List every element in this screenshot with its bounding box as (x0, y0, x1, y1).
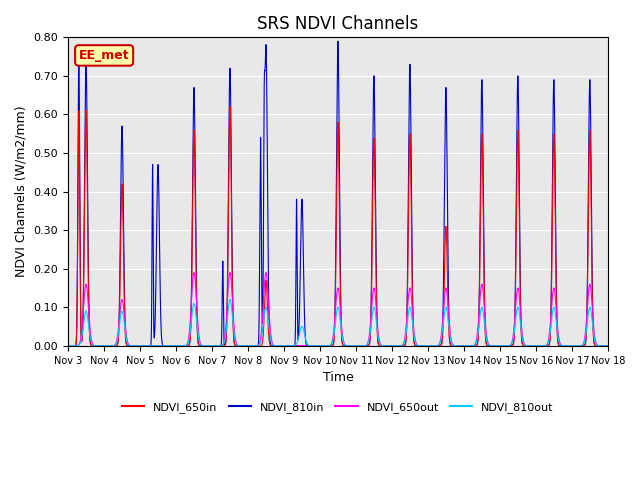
NDVI_810out (226, 297, 234, 302)
X-axis label: Time: Time (323, 371, 353, 384)
NDVI_810out (470, 343, 477, 348)
Legend: NDVI_650in, NDVI_810in, NDVI_650out, NDVI_810out: NDVI_650in, NDVI_810in, NDVI_650out, NDV… (118, 397, 558, 418)
NDVI_650in (298, 343, 306, 348)
NDVI_810in (334, 38, 342, 44)
NDVI_810in (64, 343, 72, 348)
NDVI_650out (409, 311, 417, 317)
NDVI_650in (64, 343, 72, 348)
NDVI_810in (484, 343, 492, 348)
NDVI_810out (604, 343, 612, 348)
NDVI_810out (498, 343, 506, 348)
NDVI_650out (498, 343, 506, 348)
NDVI_650in (484, 343, 492, 348)
Title: SRS NDVI Channels: SRS NDVI Channels (257, 15, 419, 33)
NDVI_650in (506, 343, 513, 348)
NDVI_810in (604, 343, 612, 348)
NDVI_650in (604, 343, 612, 348)
NDVI_650in (470, 343, 477, 348)
NDVI_810out (154, 343, 162, 348)
NDVI_810in (409, 297, 417, 303)
Y-axis label: NDVI Channels (W/m2/mm): NDVI Channels (W/m2/mm) (15, 106, 28, 277)
Line: NDVI_810in: NDVI_810in (68, 41, 608, 346)
Line: NDVI_650in: NDVI_650in (68, 107, 608, 346)
Text: EE_met: EE_met (79, 49, 129, 62)
Line: NDVI_810out: NDVI_810out (68, 300, 608, 346)
NDVI_650in (409, 310, 417, 315)
NDVI_650out (604, 343, 612, 348)
NDVI_650in (226, 104, 234, 109)
NDVI_810out (506, 343, 513, 348)
NDVI_810in (470, 343, 477, 348)
NDVI_650out (64, 343, 72, 348)
Line: NDVI_650out: NDVI_650out (68, 273, 608, 346)
NDVI_650out (506, 343, 513, 348)
NDVI_810out (409, 322, 417, 327)
NDVI_650out (190, 270, 198, 276)
NDVI_810in (506, 343, 513, 348)
NDVI_650in (92, 343, 100, 348)
NDVI_650out (154, 343, 162, 348)
NDVI_810in (92, 343, 100, 348)
NDVI_810in (498, 343, 506, 348)
NDVI_650out (470, 343, 477, 348)
NDVI_810out (92, 343, 100, 348)
NDVI_650out (484, 341, 492, 347)
NDVI_810out (64, 343, 72, 348)
NDVI_810out (484, 342, 492, 348)
NDVI_650in (498, 343, 506, 348)
NDVI_650out (92, 343, 100, 348)
